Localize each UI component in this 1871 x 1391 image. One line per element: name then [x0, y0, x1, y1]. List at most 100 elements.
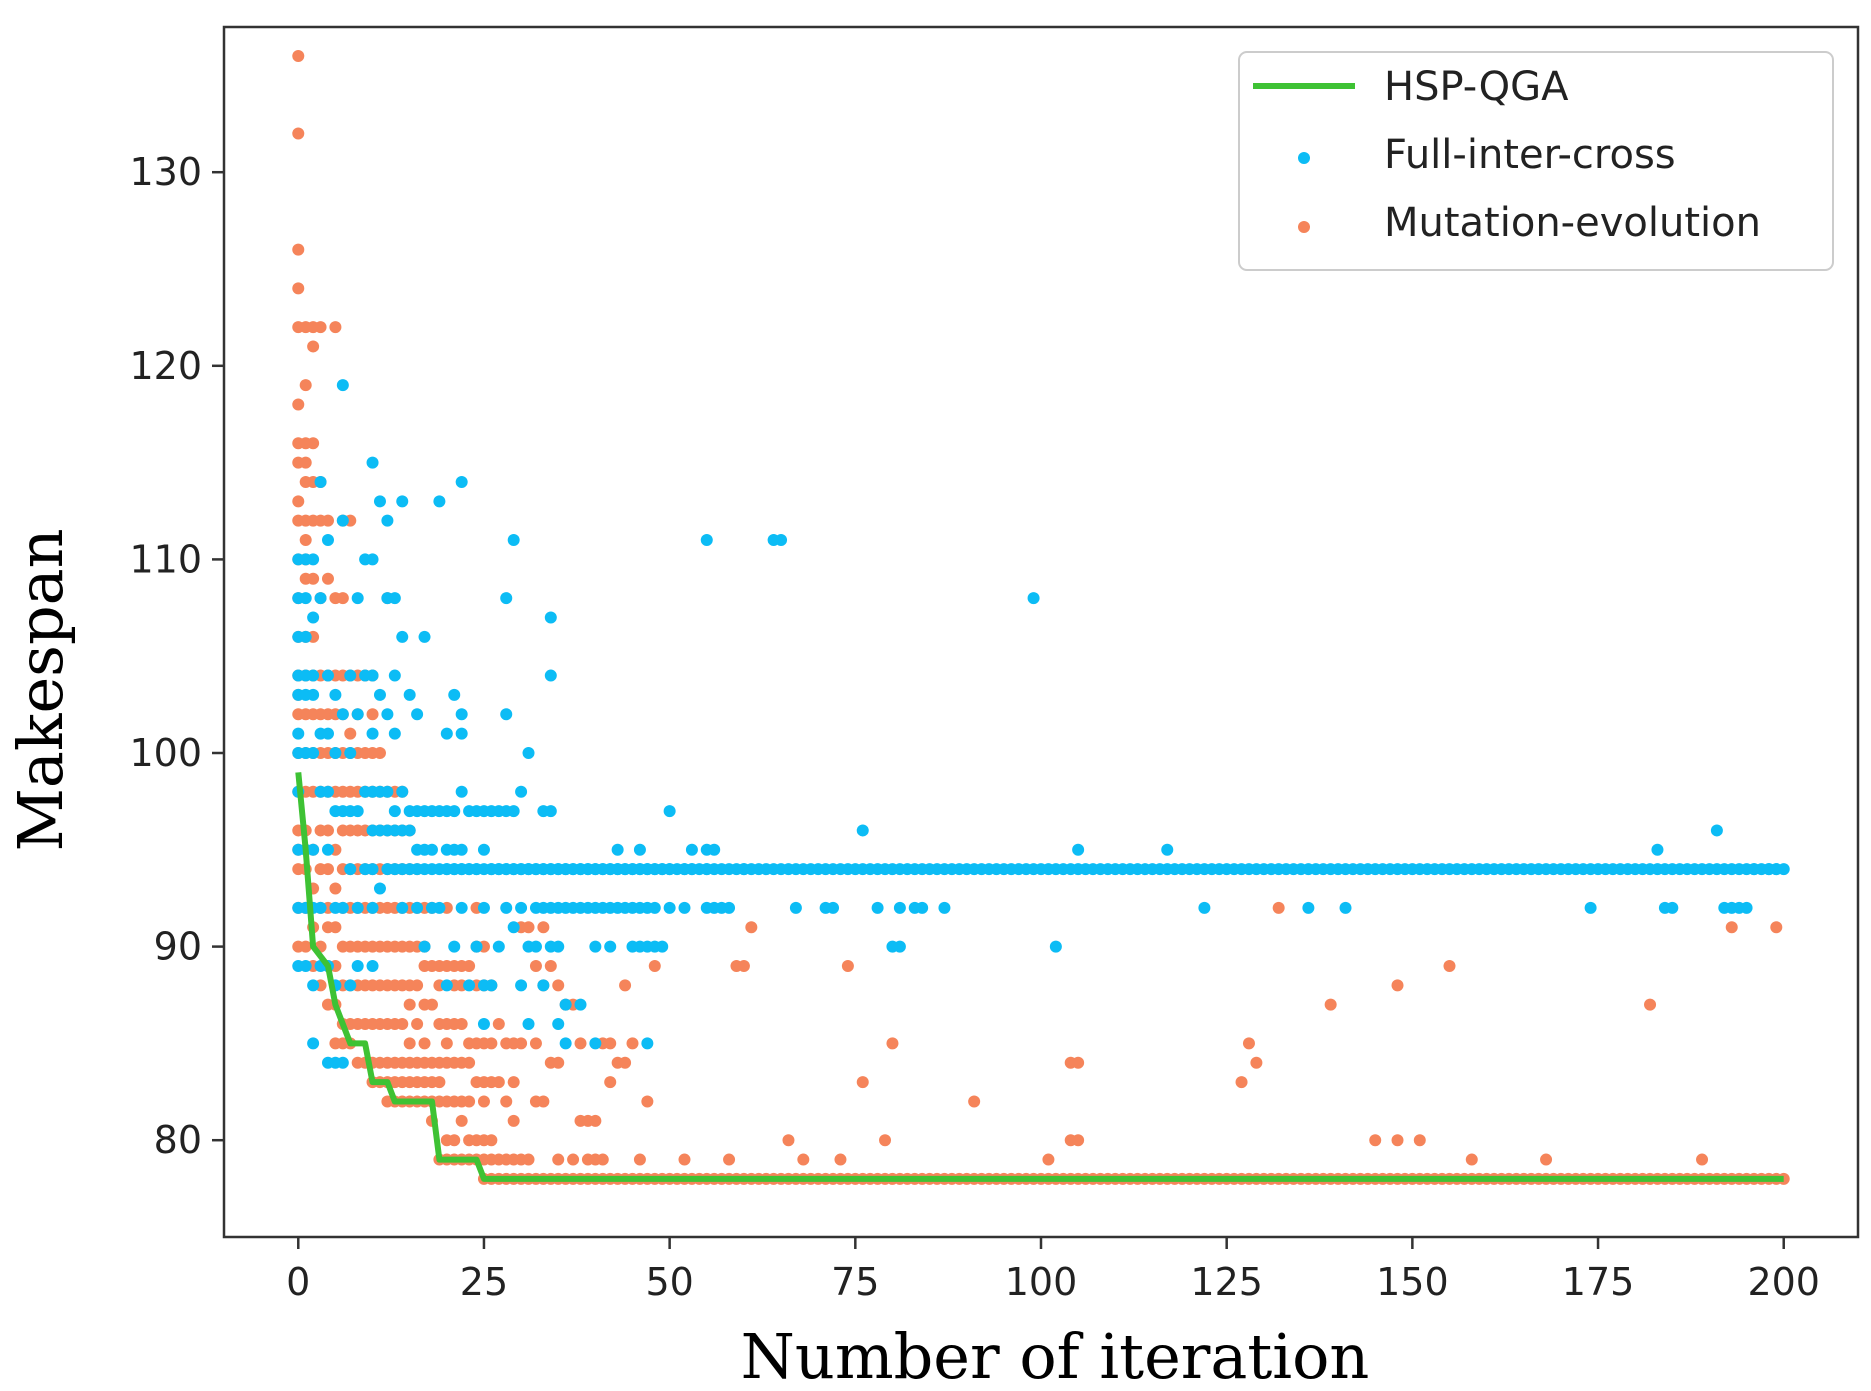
point-mutation-evolution: [841, 959, 854, 972]
point-full-inter-cross: [522, 747, 535, 759]
point-full-inter-cross: [871, 901, 884, 914]
point-mutation-evolution: [797, 1153, 810, 1166]
point-full-inter-cross: [307, 669, 320, 682]
point-full-inter-cross: [314, 901, 327, 914]
point-mutation-evolution: [1770, 921, 1783, 934]
y-tick-label: 90: [154, 925, 202, 969]
point-full-inter-cross: [589, 940, 602, 953]
point-mutation-evolution: [292, 243, 305, 256]
point-mutation-evolution: [515, 1037, 528, 1050]
point-full-inter-cross: [463, 979, 476, 992]
x-tick-label: 50: [645, 1260, 693, 1304]
point-full-inter-cross: [529, 940, 542, 953]
point-full-inter-cross: [678, 901, 691, 914]
legend-label-mutation-evolution: Mutation-evolution: [1384, 200, 1761, 246]
point-full-inter-cross: [425, 843, 438, 856]
point-full-inter-cross: [492, 940, 505, 953]
point-full-inter-cross: [789, 901, 802, 914]
point-full-inter-cross: [329, 688, 342, 701]
point-mutation-evolution: [834, 1153, 847, 1166]
point-full-inter-cross: [589, 1037, 602, 1050]
point-full-inter-cross: [307, 843, 320, 856]
point-mutation-evolution: [626, 1037, 639, 1050]
point-mutation-evolution: [403, 998, 416, 1011]
point-full-inter-cross: [723, 901, 736, 914]
point-mutation-evolution: [485, 1037, 498, 1050]
point-full-inter-cross: [448, 688, 461, 701]
point-full-inter-cross: [500, 901, 513, 914]
point-full-inter-cross: [1651, 843, 1664, 856]
point-full-inter-cross: [299, 592, 312, 605]
y-axis-title: Makespan: [4, 528, 77, 851]
point-mutation-evolution: [292, 127, 305, 140]
point-full-inter-cross: [351, 959, 364, 972]
point-mutation-evolution: [619, 979, 632, 992]
point-full-inter-cross: [321, 534, 334, 547]
point-full-inter-cross: [685, 843, 698, 856]
point-full-inter-cross: [507, 805, 520, 818]
point-full-inter-cross: [507, 534, 520, 547]
point-full-inter-cross: [307, 1037, 320, 1050]
point-full-inter-cross: [373, 495, 386, 508]
point-full-inter-cross: [700, 534, 713, 547]
point-full-inter-cross: [307, 611, 320, 624]
point-mutation-evolution: [425, 998, 438, 1011]
point-full-inter-cross: [522, 1018, 535, 1031]
point-full-inter-cross: [351, 805, 364, 818]
x-axis: 0 25 50 75 100 125 150 175 200: [286, 1237, 1820, 1304]
point-full-inter-cross: [373, 688, 386, 701]
point-mutation-evolution: [856, 1076, 869, 1089]
point-mutation-evolution: [433, 1076, 446, 1089]
point-mutation-evolution: [529, 959, 542, 972]
point-full-inter-cross: [314, 592, 327, 605]
y-tick-label: 120: [129, 344, 202, 388]
point-full-inter-cross: [470, 863, 483, 876]
point-full-inter-cross: [544, 611, 557, 624]
point-full-inter-cross: [893, 901, 906, 914]
point-full-inter-cross: [663, 901, 676, 914]
point-full-inter-cross: [336, 708, 349, 721]
point-full-inter-cross: [515, 979, 528, 992]
point-mutation-evolution: [567, 1153, 580, 1166]
point-mutation-evolution: [552, 1056, 565, 1069]
point-full-inter-cross: [1666, 901, 1679, 914]
point-full-inter-cross: [893, 940, 906, 953]
point-mutation-evolution: [522, 1153, 535, 1166]
point-mutation-evolution: [366, 708, 379, 721]
point-full-inter-cross: [455, 475, 468, 488]
point-mutation-evolution: [1250, 1056, 1263, 1069]
point-full-inter-cross: [611, 843, 624, 856]
point-mutation-evolution: [1443, 959, 1456, 972]
point-full-inter-cross: [403, 688, 416, 701]
x-tick-label: 25: [460, 1260, 508, 1304]
point-full-inter-cross: [1027, 592, 1040, 605]
point-full-inter-cross: [455, 727, 468, 740]
point-mutation-evolution: [411, 979, 424, 992]
legend-box: [1238, 51, 1834, 271]
point-full-inter-cross: [1339, 901, 1352, 914]
point-mutation-evolution: [723, 1153, 736, 1166]
point-mutation-evolution: [299, 534, 312, 547]
point-mutation-evolution: [648, 959, 661, 972]
y-tick-label: 110: [129, 537, 202, 581]
point-full-inter-cross: [336, 514, 349, 527]
point-full-inter-cross: [470, 940, 483, 953]
point-full-inter-cross: [477, 843, 490, 856]
point-full-inter-cross: [329, 747, 342, 759]
point-full-inter-cross: [455, 708, 468, 721]
point-mutation-evolution: [321, 824, 334, 837]
x-tick-label: 150: [1376, 1260, 1449, 1304]
point-mutation-evolution: [455, 1018, 468, 1031]
point-mutation-evolution: [1042, 1153, 1055, 1166]
point-mutation-evolution: [886, 1037, 899, 1050]
point-full-inter-cross: [351, 592, 364, 605]
point-mutation-evolution: [292, 398, 305, 411]
point-mutation-evolution: [745, 921, 758, 934]
point-mutation-evolution: [737, 959, 750, 972]
plot-marks: [292, 50, 1790, 1185]
point-full-inter-cross: [574, 998, 587, 1011]
point-full-inter-cross: [411, 708, 424, 721]
point-mutation-evolution: [314, 321, 327, 334]
point-full-inter-cross: [485, 979, 498, 992]
x-tick-label: 175: [1562, 1260, 1635, 1304]
